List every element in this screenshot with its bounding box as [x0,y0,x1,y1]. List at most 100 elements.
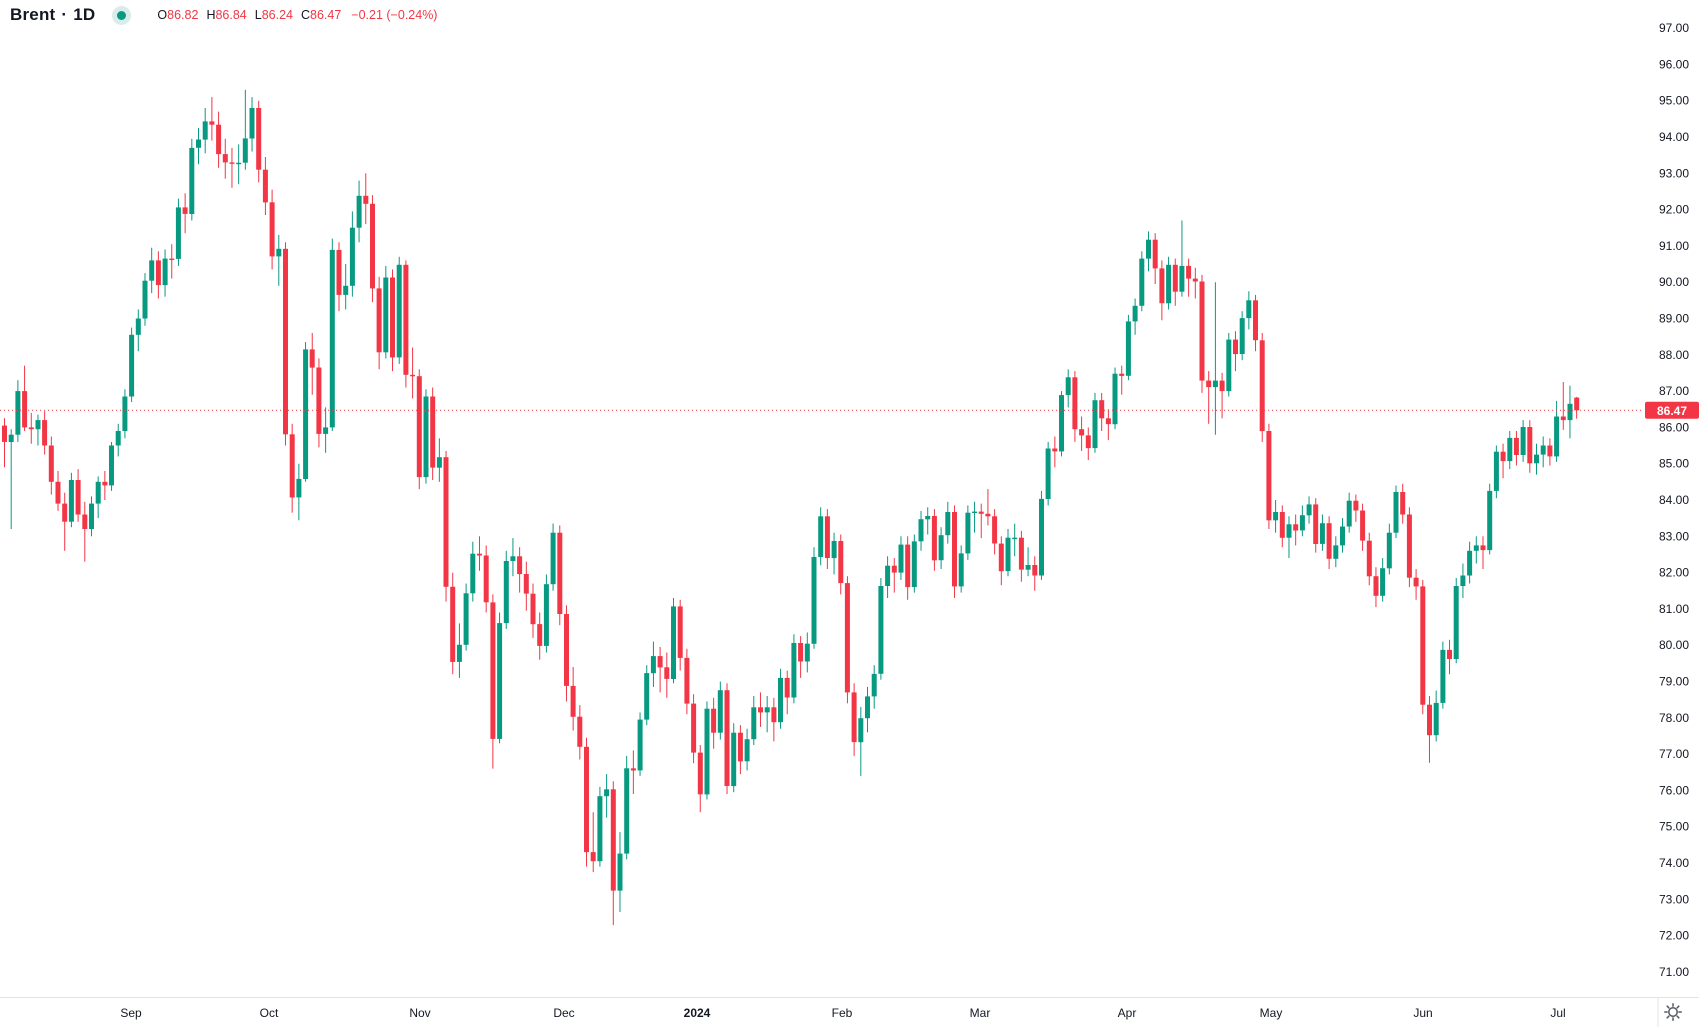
candle [68,472,74,528]
candle [1534,443,1539,475]
candle [470,541,476,602]
candle [376,276,382,370]
candle [925,507,931,535]
candle [329,238,335,431]
candle [363,173,369,225]
candle [497,612,503,744]
candle [630,750,636,794]
candle [798,636,804,678]
candle [570,667,576,731]
candle [838,534,844,595]
candle [1554,400,1560,462]
ohlc-values: O86.82 H86.84 L86.24 C86.47 −0.21 (−0.24… [157,8,437,22]
candle [276,235,282,286]
candle [1540,436,1546,468]
candle [483,545,489,613]
price-tick-label: 89.00 [1659,312,1689,326]
price-tick-label: 71.00 [1659,965,1689,979]
price-tick-label: 72.00 [1659,929,1689,943]
candle [396,256,402,364]
candle [122,389,128,439]
candle [818,507,824,566]
candle [236,144,242,185]
candle [824,509,830,569]
interval-label[interactable]: 1D [73,5,96,24]
candle [463,583,469,651]
time-axis[interactable]: Sep Oct Nov Dec 2024 Feb Mar Apr May Jun Jul [0,997,1699,1027]
candle [844,576,850,704]
candle [242,89,248,170]
candle [1146,231,1151,272]
candle [1447,639,1452,675]
symbol-title[interactable]: Brent [10,5,56,24]
price-tick-label: 93.00 [1659,166,1689,180]
candle [28,412,34,444]
candle [1132,298,1138,335]
candle [1186,258,1192,297]
price-tick-label: 95.00 [1659,94,1689,108]
price-tick-label: 94.00 [1659,130,1689,144]
candle [697,745,703,813]
candle [189,138,195,221]
low-value: L86.24 [254,8,293,22]
price-axis[interactable]: 97.00 96.00 95.00 94.00 93.00 92.00 91.00 90.00… [1659,21,1689,979]
candle [35,414,41,446]
candle [564,605,569,702]
candle [1547,438,1553,466]
candle [1192,267,1198,299]
candle [985,489,991,526]
candle [1152,233,1158,284]
legend-separator: · [61,5,68,24]
candle [129,327,135,402]
price-tick-label: 86.00 [1659,420,1689,434]
price-tick-label: 79.00 [1659,675,1689,689]
candle [1259,333,1265,442]
candle [1119,365,1125,395]
candle [717,681,723,740]
price-tick-label: 73.00 [1659,892,1689,906]
candle [1333,536,1339,568]
price-tick-label: 74.00 [1659,856,1689,870]
candle [550,523,556,591]
candle [1052,436,1058,468]
candle [931,509,937,571]
candle [972,501,978,533]
candle [1467,541,1473,584]
candle [503,550,509,629]
candle [778,668,783,729]
candle [443,451,449,602]
candle [22,365,28,431]
candle [905,536,911,600]
candle [249,97,255,152]
candle [1012,523,1018,557]
candle [851,683,857,756]
candle [711,697,717,749]
candle [256,100,262,183]
candle [1239,311,1245,361]
candle [323,407,329,453]
candle [577,705,583,760]
candle [831,532,837,575]
candle [885,556,891,598]
candle [1326,516,1332,569]
candle [1507,431,1513,470]
candle [1313,498,1319,553]
candle [316,358,322,448]
candle [209,97,215,141]
candle [597,786,603,867]
candle [1420,579,1426,715]
candle [390,269,395,372]
candle [416,369,422,490]
candle [938,527,944,569]
instrument-logo-dot-icon [117,10,127,20]
candle [878,578,884,680]
candle [1560,382,1566,430]
candle [624,755,630,860]
candle [490,594,496,769]
candle [262,157,268,215]
candle [1018,530,1024,582]
price-tick-label: 77.00 [1659,747,1689,761]
settings-gear-icon[interactable] [1664,1003,1682,1021]
